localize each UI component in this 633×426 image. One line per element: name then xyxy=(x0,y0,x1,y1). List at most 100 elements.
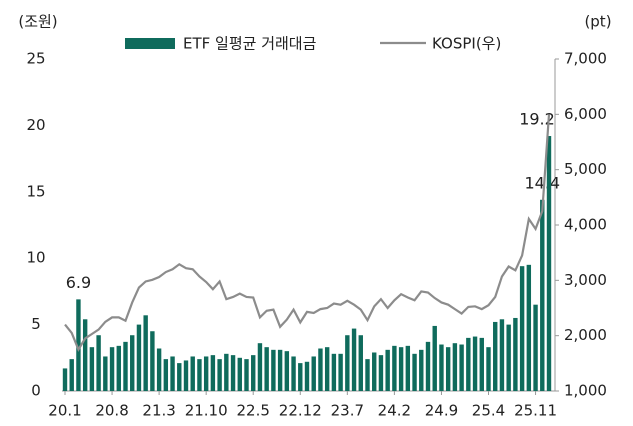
bar xyxy=(76,299,81,391)
bar xyxy=(425,341,431,391)
bar xyxy=(546,136,552,391)
bar xyxy=(150,331,155,391)
bar xyxy=(472,336,478,391)
bar xyxy=(210,355,216,391)
bar xyxy=(439,344,444,391)
y-tick-label: 20 xyxy=(26,116,45,134)
bar xyxy=(89,347,95,391)
x-tick-label: 21.10 xyxy=(185,402,228,420)
bar xyxy=(190,356,195,391)
x-tick-label: 25.4 xyxy=(472,402,505,420)
x-tick-label: 20.1 xyxy=(48,402,81,420)
bar xyxy=(177,363,182,391)
bar xyxy=(466,337,471,391)
bar xyxy=(284,351,290,391)
bar xyxy=(62,368,68,391)
bar xyxy=(533,304,538,391)
y2-tick-label: 5,000 xyxy=(564,160,607,178)
bar xyxy=(136,324,142,391)
line xyxy=(64,114,551,352)
bar xyxy=(526,264,532,391)
bar xyxy=(298,363,303,391)
bar xyxy=(365,359,370,391)
bar xyxy=(345,335,350,391)
bar xyxy=(237,357,242,391)
bar xyxy=(203,356,209,391)
data-label: 14.4 xyxy=(524,173,560,192)
bar xyxy=(338,353,343,391)
bar xyxy=(170,356,175,391)
bar xyxy=(499,319,505,391)
bar xyxy=(82,319,88,391)
bar xyxy=(311,356,316,391)
bar xyxy=(230,355,236,391)
y2-tick-label: 6,000 xyxy=(564,105,607,123)
bar xyxy=(143,315,148,391)
bar xyxy=(183,360,189,391)
bar xyxy=(257,343,263,391)
bar xyxy=(244,359,249,391)
bar xyxy=(479,337,484,391)
bar xyxy=(385,349,390,391)
x-tick-label: 24.9 xyxy=(425,402,458,420)
y-tick-label: 15 xyxy=(26,182,45,200)
bar xyxy=(392,345,397,391)
data-label: 19.2 xyxy=(519,110,555,129)
bar xyxy=(324,347,330,391)
legend-label: KOSPI(우) xyxy=(432,35,501,53)
data-label: 6.9 xyxy=(66,273,91,292)
x-tick-label: 21.3 xyxy=(142,402,175,420)
bar xyxy=(163,359,169,391)
bar xyxy=(540,199,545,391)
bar xyxy=(271,349,276,391)
bar xyxy=(459,344,464,391)
bar xyxy=(130,335,135,391)
bar xyxy=(493,321,498,391)
bar xyxy=(197,359,202,391)
y2-tick-label: 4,000 xyxy=(564,216,607,234)
bar xyxy=(123,341,128,391)
bar xyxy=(351,328,357,391)
bar xyxy=(277,349,283,391)
y-axis-label: (조원) xyxy=(18,13,57,31)
legend-swatch xyxy=(125,38,175,49)
x-tick-label: 24.2 xyxy=(378,402,411,420)
bar xyxy=(358,335,363,391)
bar xyxy=(513,317,518,391)
x-tick-label: 25.11 xyxy=(514,402,557,420)
legend-label: ETF 일평균 거래대금 xyxy=(183,35,317,53)
bar xyxy=(419,349,424,391)
x-tick-label: 20.8 xyxy=(95,402,128,420)
x-tick-label: 22.5 xyxy=(237,402,270,420)
bar xyxy=(506,324,511,391)
bar xyxy=(217,359,222,391)
y-tick-label: 0 xyxy=(31,382,41,400)
y2-tick-label: 7,000 xyxy=(564,50,607,68)
bar xyxy=(224,353,229,391)
y-tick-label: 25 xyxy=(26,50,45,68)
bar xyxy=(398,347,404,391)
bar xyxy=(372,352,377,391)
bar xyxy=(318,348,323,391)
bar xyxy=(452,343,458,391)
bar xyxy=(412,353,417,391)
bar xyxy=(109,347,115,391)
y2-tick-label: 2,000 xyxy=(564,326,607,344)
bar xyxy=(304,361,310,391)
y2-axis-label: (pt) xyxy=(584,13,611,31)
y2-tick-label: 3,000 xyxy=(564,271,607,289)
bar xyxy=(486,347,491,391)
bar xyxy=(156,348,162,391)
bar xyxy=(116,345,121,391)
x-tick-label: 22.12 xyxy=(279,402,322,420)
bar xyxy=(405,345,411,391)
bar xyxy=(69,359,74,391)
bar xyxy=(445,347,451,391)
x-tick-label: 23.7 xyxy=(331,402,364,420)
bar xyxy=(331,353,337,391)
bar xyxy=(264,347,269,391)
bar xyxy=(432,325,437,391)
y2-tick-label: 1,000 xyxy=(564,382,607,400)
bar xyxy=(96,335,101,391)
